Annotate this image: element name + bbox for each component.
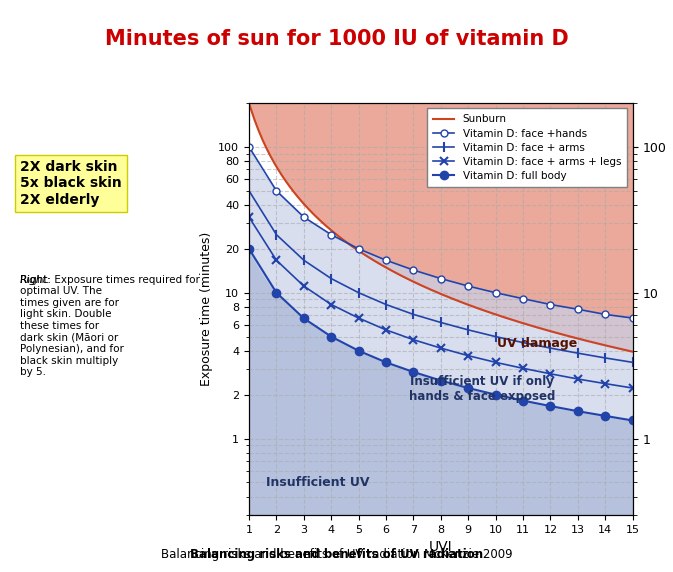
Text: UV damage: UV damage (497, 337, 577, 350)
Text: Insufficient UV if only
hands & face exposed: Insufficient UV if only hands & face exp… (409, 375, 555, 403)
Text: Minutes of sun for 1000 IU of vitamin D: Minutes of sun for 1000 IU of vitamin D (104, 29, 569, 49)
Text: 2X dark skin
5x black skin
2X elderly: 2X dark skin 5x black skin 2X elderly (20, 160, 122, 206)
X-axis label: UVI: UVI (429, 540, 453, 554)
Text: Balancing risks and benefits of UV radiation: Balancing risks and benefits of UV radia… (190, 547, 483, 561)
Y-axis label: Exposure time (minutes): Exposure time (minutes) (200, 232, 213, 386)
Text: Right:: Right: (20, 275, 51, 284)
Text: Balancing risks and benefits of UV radiation McKenzie 2009: Balancing risks and benefits of UV radia… (161, 547, 512, 561)
Text: Right: Exposure times required for
optimal UV. The
times given are for
light ski: Right: Exposure times required for optim… (20, 275, 200, 378)
Legend: Sunburn, Vitamin D: face +hands, Vitamin D: face + arms, Vitamin D: face + arms : Sunburn, Vitamin D: face +hands, Vitamin… (427, 108, 627, 188)
Text: Insufficient UV: Insufficient UV (266, 476, 369, 489)
